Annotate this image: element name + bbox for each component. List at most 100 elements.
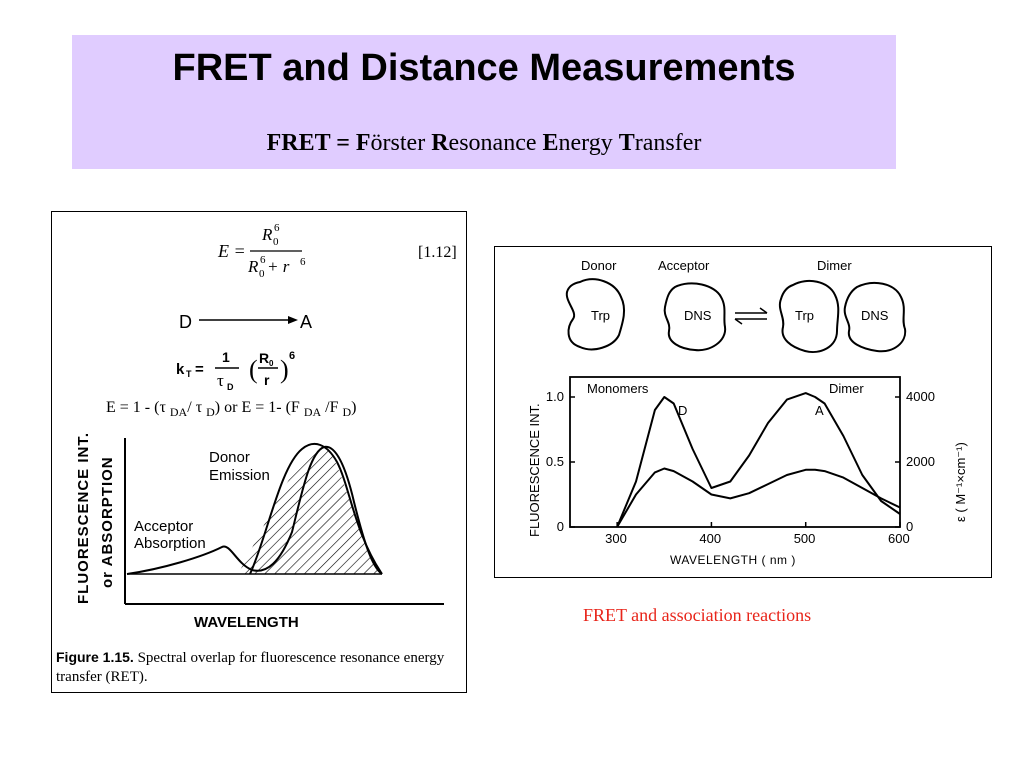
fret-association-svg: Donor Acceptor Dimer Trp DNS Trp DNS 300… [527,258,968,567]
acceptor-dns-label: DNS [684,308,712,323]
peak-a-label: A [815,403,824,418]
efficiency-part-0: E = 1 - ( [106,399,160,416]
eq-num-sub: 0 [273,236,279,248]
subtitle-part-8: ransfer [634,130,702,156]
efficiency-part-4: τ [195,399,207,416]
spectral-overlap-figure: E = R 0 6 R 0 6 + r 6 D A k T = 1 τ D ( … [51,211,467,693]
spectrum-y-label: FLUORESCENCE INT. [527,403,542,537]
overlap-y-label-2: or ABSORPTION [99,456,116,588]
figure-caption: Figure 1.15. Spectral overlap for fluore… [56,648,466,687]
eq-denominator-r: + r [267,257,290,276]
spectrum-x-label: WAVELENGTH ( nm ) [670,553,796,567]
slide-subtitle: FRET = Förster Resonance Energy Transfer [72,130,896,157]
spectrum-series-line-1 [616,467,901,528]
spectrum-plot-frame [569,376,901,528]
slide-title: FRET and Distance Measurements [172,47,796,89]
y2-tick-label: 2000 [906,454,935,469]
donor-d-label: D [179,312,192,332]
subtitle-part-0: FRET = [266,130,356,156]
eq-den-sub: 0 [259,268,265,280]
donor-trp-label: Trp [591,308,610,323]
acceptor-absorption-curve [126,445,383,575]
equation-reference: [1.12] [418,244,457,261]
donor-emission-curve [249,442,383,575]
eq-denominator-r0: R [247,257,259,276]
transfer-arrow-head [288,316,298,324]
dimer-dns-label: DNS [861,308,889,323]
efficiency-part-6: ) or E = 1- (F [214,399,304,416]
kt-r0-sub: 0 [269,359,274,368]
x-tick-label: 400 [699,531,721,546]
efficiency-part-7: DA [303,405,322,420]
eq-den-r-sup: 6 [300,256,306,268]
acceptor-a-label: A [300,312,312,332]
donor-molecule-shape [565,278,626,351]
title-banner: FRET and Distance Measurements FRET = Fö… [72,35,896,169]
kt-r0: R [259,350,269,366]
kt-right-paren: ) [280,355,289,384]
acceptor-molecule-shape [663,282,727,352]
x-tick-label: 600 [888,531,910,546]
efficiency-equation: E = 1 - (τ DA/ τ D) or E = 1- (F DA /F D… [106,399,357,420]
equilibrium-forward-head [759,307,768,314]
dimer-trp-shape [778,279,840,353]
efficiency-part-8: /F [321,399,343,416]
x-tick-label: 300 [605,531,627,546]
kt-tau-sub: D [227,382,234,392]
kt-left-paren: ( [249,355,258,384]
subtitle-part-5: E [542,130,559,156]
eq-e-label: E = [217,241,246,261]
spectrum-y2-label: ε ( M⁻¹×cm⁻¹) [953,442,968,522]
y-tick-label: 0.5 [546,454,564,469]
overlap-y-label-1: FLUORESCENCE INT. [75,432,92,604]
monomers-label: Monomers [587,381,649,396]
dimer-trp-label: Trp [795,308,814,323]
efficiency-part-1: τ [159,399,170,416]
acceptor-header: Acceptor [658,258,710,273]
subtitle-part-7: T [618,130,635,156]
subtitle-part-2: örster [370,130,432,156]
kt-r: r [264,372,270,388]
fret-association-figure: Donor Acceptor Dimer Trp DNS Trp DNS 300… [494,246,992,578]
subtitle-part-1: F [355,130,371,156]
y2-tick-label: 4000 [906,389,935,404]
y-tick-label: 1.0 [546,389,564,404]
spectral-overlap-svg: E = R 0 6 R 0 6 + r 6 D A k T = 1 τ D ( … [75,222,444,631]
y-tick-label: 0 [557,519,564,534]
subtitle-part-3: R [431,130,449,156]
kt-tau: τ [217,371,224,390]
overlap-hatched-region [238,445,382,574]
dimer-header: Dimer [817,258,852,273]
equilibrium-reverse-head [734,318,743,325]
donor-emission-label-2: Emission [209,467,270,484]
subtitle-part-6: nergy [558,130,619,156]
kt-exponent: 6 [289,350,295,362]
efficiency-part-9: D [342,405,352,420]
efficiency-part-10: ) [351,399,357,416]
efficiency-part-2: DA [169,405,188,420]
figure-caption-head: Figure 1.15. [56,649,134,665]
figure-caption-body: Spectral overlap for fluorescence resona… [56,650,445,685]
dimer-plot-label: Dimer [829,381,864,396]
eq-den-sup: 6 [260,254,266,266]
donor-emission-label-1: Donor [209,449,250,466]
overlap-x-label: WAVELENGTH [194,614,299,631]
subtitle-part-4: esonance [448,130,543,156]
eq-num-sup: 6 [274,222,280,234]
peak-d-label: D [678,403,687,418]
acceptor-absorption-label-1: Acceptor [134,518,193,535]
eq-numerator: R [261,225,273,244]
spectrum-series-line-0 [616,392,901,528]
acceptor-absorption-label-2: Absorption [134,535,206,552]
kt-equals: = [195,361,204,378]
efficiency-part-5: D [206,405,215,420]
kt-symbol: k [176,361,185,378]
x-tick-label: 500 [794,531,816,546]
y2-tick-label: 0 [906,519,913,534]
kt-subscript: T [186,369,192,379]
efficiency-part-3: / [187,399,196,416]
dimer-dns-shape [843,281,907,353]
association-caption: FRET and association reactions [583,605,812,625]
donor-header: Donor [581,258,617,273]
